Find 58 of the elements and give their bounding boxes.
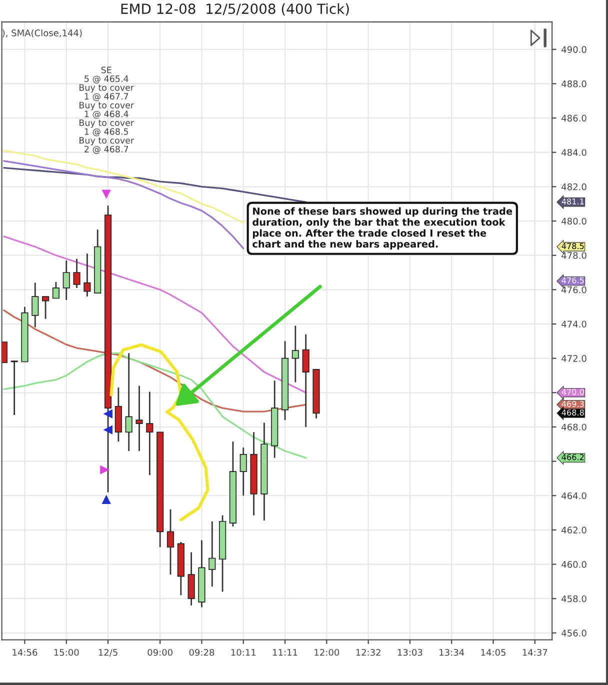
y-tick-label: 460.0 bbox=[562, 561, 586, 568]
text: SE 5 @ 465.4 Buy to cover 1 @ 467.7 Buy to cover 1 @ 468.4 Buy to cover 1 @ 468.5 Buy to cover 2 @ 468.7 bbox=[80, 66, 134, 154]
x-tick-label: 10:11 bbox=[231, 648, 256, 656]
y-tick-label: 488.0 bbox=[562, 80, 586, 88]
x-tick-label: 09:28 bbox=[189, 648, 214, 656]
y-tick-label: 480.0 bbox=[562, 218, 586, 225]
y-tick-label: 482.0 bbox=[562, 183, 586, 190]
x-tick-label: 15:00 bbox=[54, 648, 79, 656]
x-tick-label: 12:00 bbox=[314, 648, 340, 656]
y-tick-label: 478.0 bbox=[562, 252, 586, 259]
x-tick-label: 14:37 bbox=[522, 648, 548, 656]
candlestick bbox=[240, 446, 247, 496]
candlestick bbox=[2, 342, 8, 364]
candlestick bbox=[302, 334, 310, 428]
text: 481.1 bbox=[562, 198, 584, 204]
text: 466.2 bbox=[562, 454, 584, 460]
candlestick bbox=[146, 391, 154, 476]
line-series bbox=[3, 309, 307, 412]
candlestick bbox=[208, 520, 216, 588]
x-tick-label: 12/5 bbox=[98, 648, 118, 657]
candlestick bbox=[52, 281, 60, 299]
annotation: None of these bars showed up during the trade duration, only the bar that the execution took place on. After the trade closed I reset the chart and the new bars appeared. bbox=[252, 207, 512, 250]
x-tick-label: 14:56 bbox=[12, 648, 38, 656]
candlestick bbox=[10, 360, 18, 416]
x-tick-label: 12:32 bbox=[356, 648, 380, 656]
x-tick-label: 09:00 bbox=[148, 648, 172, 656]
candlestick bbox=[73, 258, 80, 289]
line-series bbox=[3, 166, 307, 203]
y-tick-label: 456.0 bbox=[562, 630, 586, 636]
y-tick-label: 458.0 bbox=[562, 595, 586, 602]
y-tick-label: 462.0 bbox=[562, 526, 586, 534]
candlestick bbox=[292, 325, 299, 384]
y-tick-label: 476.0 bbox=[562, 286, 586, 294]
text: 470.0 bbox=[562, 388, 584, 395]
y-tick-label: 490.0 bbox=[562, 46, 586, 53]
x-tick-label: 13:03 bbox=[398, 648, 422, 656]
candlestick bbox=[32, 282, 39, 328]
y-tick-label: 468.0 bbox=[562, 424, 586, 431]
candlestick bbox=[62, 260, 70, 301]
x-tick-label: 11:11 bbox=[272, 649, 298, 656]
candlestick bbox=[42, 296, 50, 320]
chart-title: EMD 12-08 12/5/2008 (400 Tick) bbox=[121, 3, 349, 16]
x-tick-label: 13:34 bbox=[440, 648, 464, 656]
y-tick-label: 484.0 bbox=[562, 149, 586, 156]
annotation: ), SMA(Close,144) bbox=[2, 29, 82, 38]
x-tick-label: 14:05 bbox=[481, 648, 506, 656]
y-tick-label: 474.0 bbox=[562, 320, 586, 328]
line-series bbox=[3, 160, 244, 250]
candlestick bbox=[136, 385, 143, 452]
candlestick bbox=[84, 252, 91, 298]
y-tick-label: 472.0 bbox=[562, 355, 586, 362]
y-tick-label: 486.0 bbox=[562, 114, 586, 122]
text: 469.3 bbox=[562, 400, 584, 407]
text: 478.5 bbox=[562, 243, 584, 250]
text: 468.8 bbox=[562, 409, 584, 416]
text: 476.5 bbox=[562, 277, 584, 284]
y-tick-label: 464.0 bbox=[562, 492, 586, 500]
candlestick bbox=[166, 508, 174, 576]
